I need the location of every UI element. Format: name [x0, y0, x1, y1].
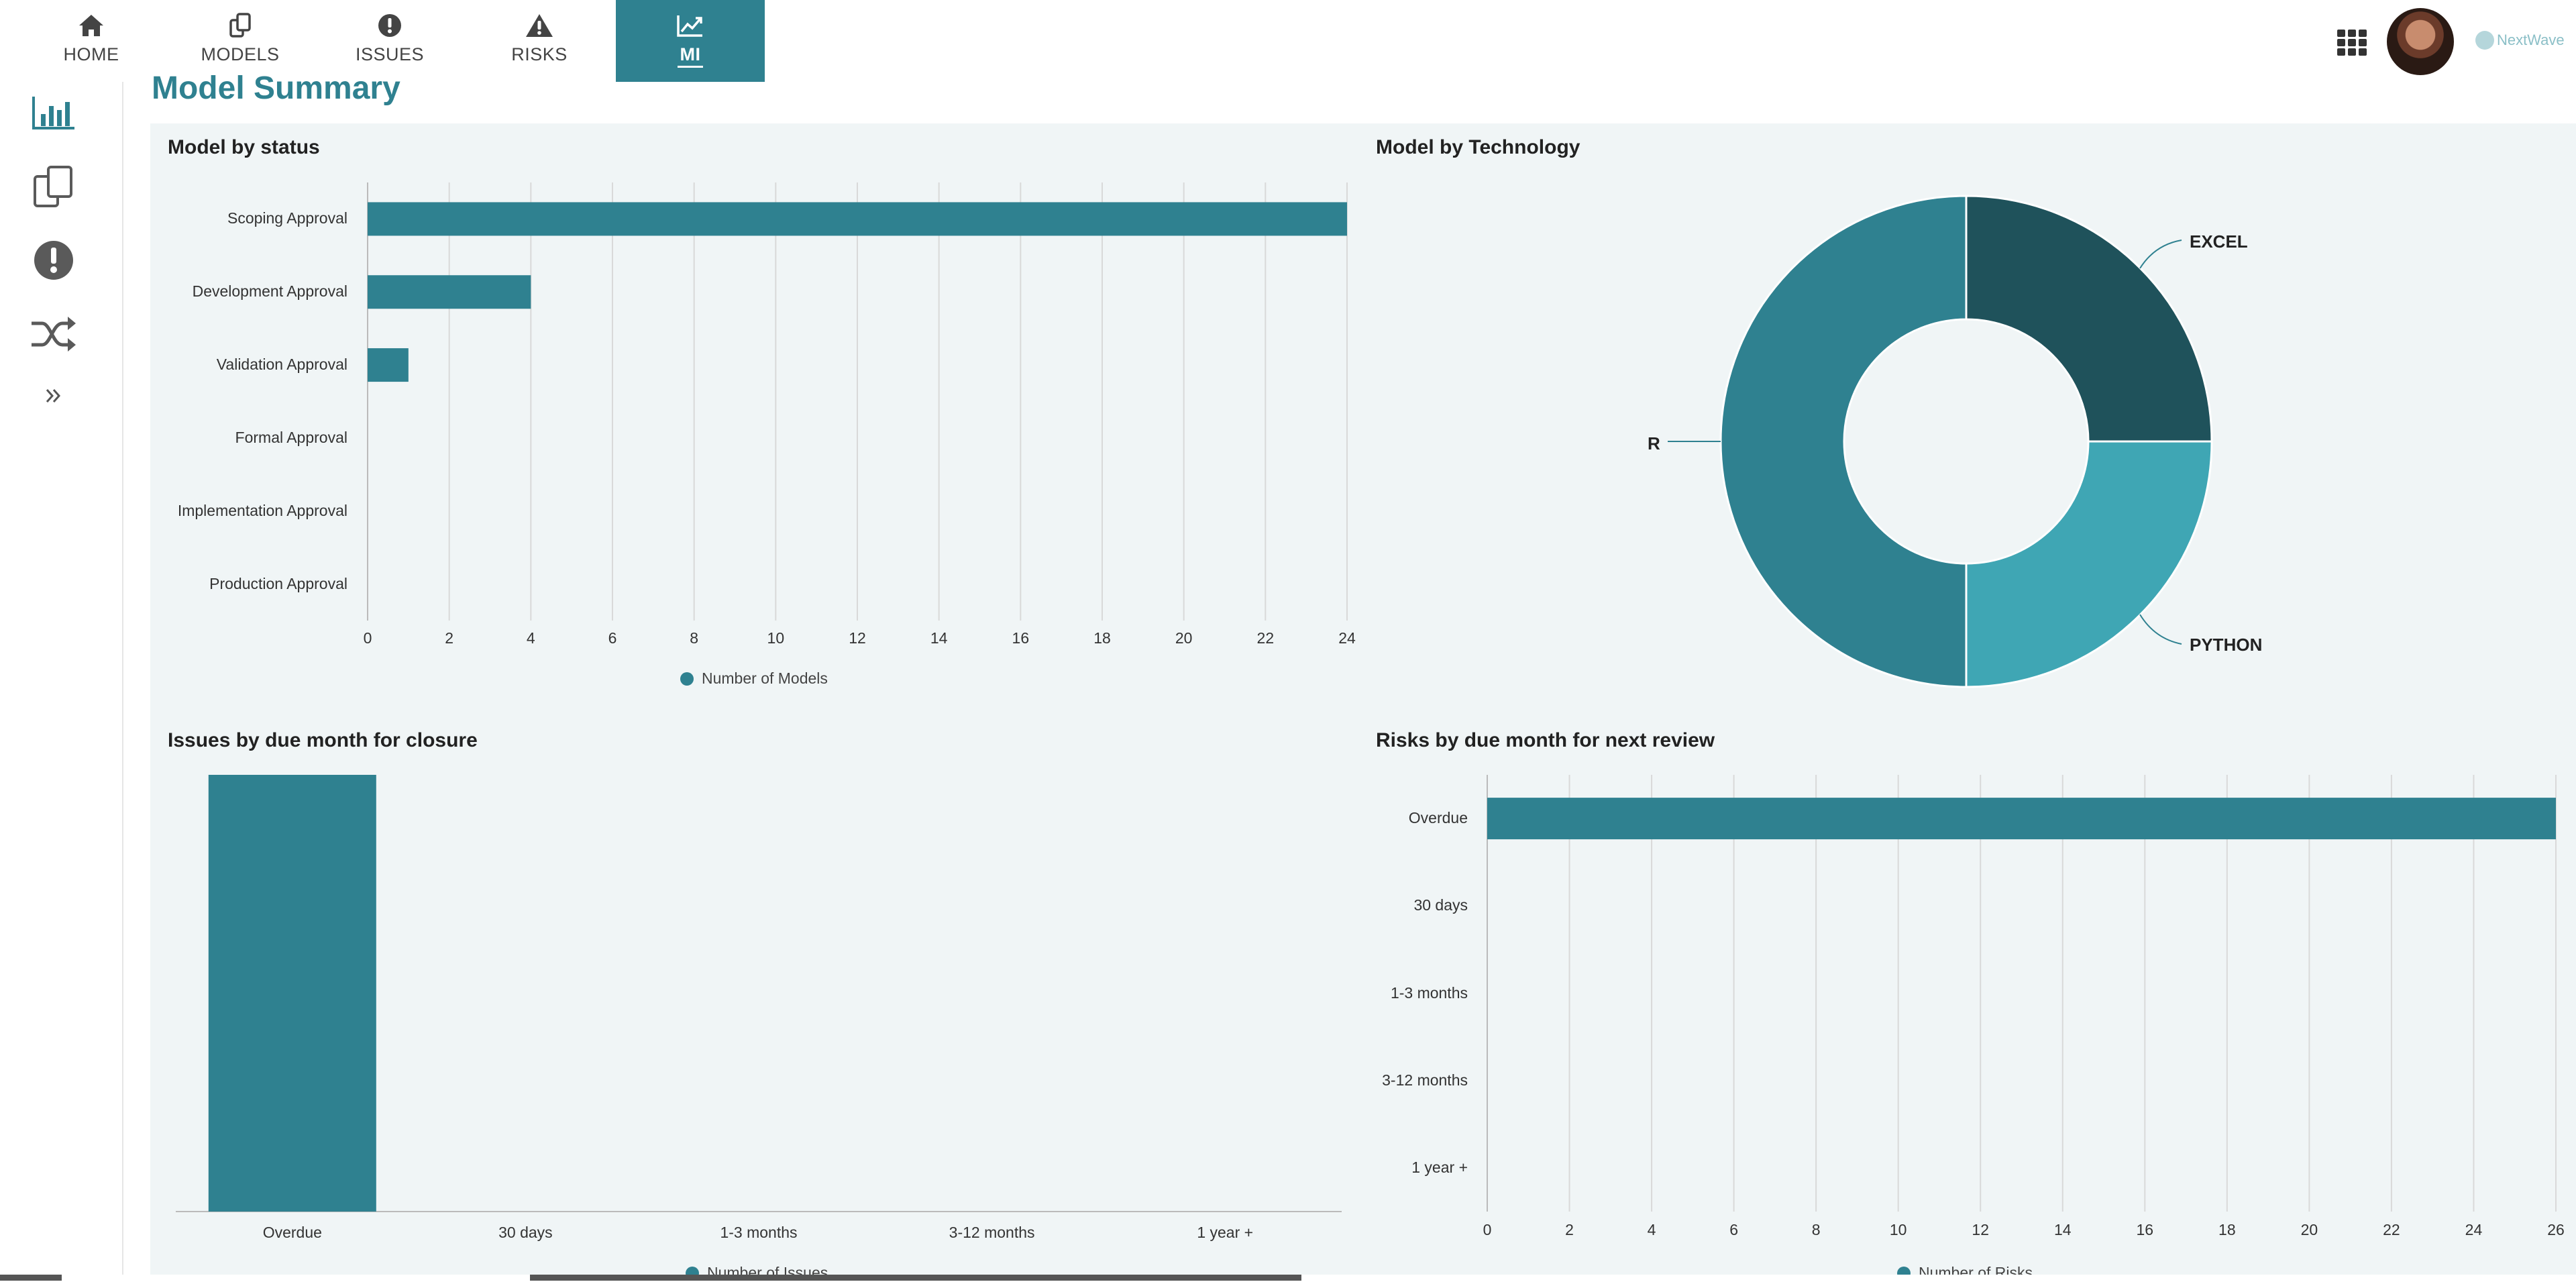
pie-label-excel: EXCEL — [2190, 231, 2248, 252]
x-tick-label: 0 — [363, 629, 372, 647]
home-icon — [17, 9, 166, 42]
x-tick-label: 20 — [2300, 1221, 2318, 1238]
brand-logo: NextWave — [2475, 31, 2565, 50]
x-tick-label: 8 — [1811, 1221, 1821, 1238]
donut-slice-excel — [1965, 195, 2213, 443]
x-tick-label: 24 — [2465, 1221, 2483, 1238]
x-tick-label: 4 — [526, 629, 535, 647]
page-title: Model Summary — [152, 70, 400, 106]
user-avatar[interactable] — [2387, 8, 2454, 75]
x-category-label: 1 year + — [1197, 1224, 1254, 1241]
risks-icon — [465, 9, 614, 42]
x-tick-label: 2 — [445, 629, 454, 647]
expand-icon[interactable] — [30, 372, 78, 420]
models-icon[interactable] — [30, 162, 78, 211]
shuffle-icon[interactable] — [30, 310, 78, 358]
chart-title-issues: Issues by due month for closure — [168, 729, 478, 751]
x-category-label: Overdue — [262, 1224, 322, 1241]
bar-chart-icon[interactable] — [30, 89, 78, 137]
y-category-label: Formal Approval — [235, 428, 347, 446]
x-tick-label: 14 — [2053, 1221, 2072, 1238]
y-category-label: 3-12 months — [1382, 1071, 1468, 1089]
tab-home[interactable]: HOME — [17, 0, 166, 82]
x-tick-label: 20 — [1175, 629, 1193, 647]
y-category-label: 1-3 months — [1390, 983, 1468, 1002]
active-underline — [678, 66, 703, 68]
x-tick-label: 8 — [690, 629, 699, 647]
tab-models[interactable]: MODELS — [166, 0, 315, 82]
leader-line — [2139, 239, 2182, 269]
apps-grid-icon[interactable] — [2337, 30, 2367, 56]
chart-title-model-technology: Model by Technology — [1376, 136, 1580, 158]
x-tick-label: 22 — [1256, 629, 1275, 647]
x-tick-label: 26 — [2547, 1221, 2565, 1238]
x-tick-label: 6 — [608, 629, 617, 647]
x-tick-label: 18 — [2218, 1221, 2236, 1238]
x-tick-label: 0 — [1483, 1221, 1492, 1238]
issues-icon — [315, 9, 464, 42]
tab-label: RISKS — [511, 44, 568, 64]
legend-models[interactable]: Number of Models — [680, 670, 828, 688]
x-tick-label: 12 — [849, 629, 866, 647]
tab-label: MI — [680, 44, 701, 64]
x-tick-label: 16 — [2136, 1221, 2154, 1238]
y-category-label: Production Approval — [209, 574, 347, 592]
tab-risks[interactable]: RISKS — [465, 0, 614, 82]
brand-logo-icon — [2475, 31, 2494, 50]
mi-icon — [616, 9, 765, 42]
x-tick-label: 10 — [1889, 1221, 1907, 1238]
issues-icon[interactable] — [30, 236, 78, 284]
scrollbar-thumb[interactable] — [530, 1275, 1301, 1281]
y-category-label: Validation Approval — [216, 356, 347, 374]
y-category-label: Scoping Approval — [227, 209, 347, 227]
chart-title-risks: Risks by due month for next review — [1376, 729, 1715, 751]
bar — [208, 775, 376, 1212]
y-category-label: 30 days — [1413, 896, 1468, 914]
x-category-label: 30 days — [498, 1224, 553, 1241]
y-category-label: Implementation Approval — [177, 501, 347, 519]
x-tick-label: 14 — [930, 629, 948, 647]
tab-issues[interactable]: ISSUES — [315, 0, 464, 82]
y-category-label: Overdue — [1408, 809, 1468, 827]
bar — [368, 348, 409, 382]
x-category-label: 3-12 months — [949, 1224, 1035, 1241]
models-icon — [166, 9, 315, 42]
tab-mi[interactable]: MI — [616, 0, 765, 82]
sidebar — [0, 82, 123, 1281]
x-tick-label: 6 — [1729, 1221, 1739, 1238]
bar — [1487, 798, 2556, 840]
y-category-label: 1 year + — [1411, 1158, 1468, 1176]
donut-slice-r — [1719, 195, 1968, 688]
chart-title-model-status: Model by status — [168, 136, 320, 158]
x-tick-label: 12 — [1972, 1221, 1990, 1238]
pie-label-python: PYTHON — [2190, 635, 2263, 655]
x-tick-label: 22 — [2383, 1221, 2400, 1238]
tab-label: ISSUES — [355, 44, 425, 64]
legend-dot — [680, 672, 694, 686]
scrollbar-thumb[interactable] — [0, 1275, 62, 1281]
tab-label: HOME — [63, 44, 119, 64]
x-tick-label: 4 — [1647, 1221, 1656, 1238]
tab-label: MODELS — [201, 44, 280, 64]
top-nav: HOME MODELS ISSUES RISKS MI — [0, 0, 2576, 82]
y-category-label: Development Approval — [192, 282, 347, 301]
x-tick-label: 16 — [1012, 629, 1030, 647]
bar — [368, 202, 1347, 236]
x-tick-label: 2 — [1565, 1221, 1574, 1238]
pie-label-r: R — [1648, 433, 1660, 453]
legend-label: Number of Models — [702, 670, 828, 687]
brand-name: NextWave — [2497, 32, 2565, 48]
x-category-label: 1-3 months — [720, 1224, 798, 1241]
leader-line — [2139, 614, 2182, 645]
x-tick-label: 10 — [767, 629, 785, 647]
donut-slice-python — [1965, 440, 2213, 688]
bar — [368, 275, 531, 309]
x-tick-label: 18 — [1093, 629, 1111, 647]
x-tick-label: 24 — [1338, 629, 1356, 647]
horizontal-scrollbar[interactable] — [0, 1275, 2576, 1281]
